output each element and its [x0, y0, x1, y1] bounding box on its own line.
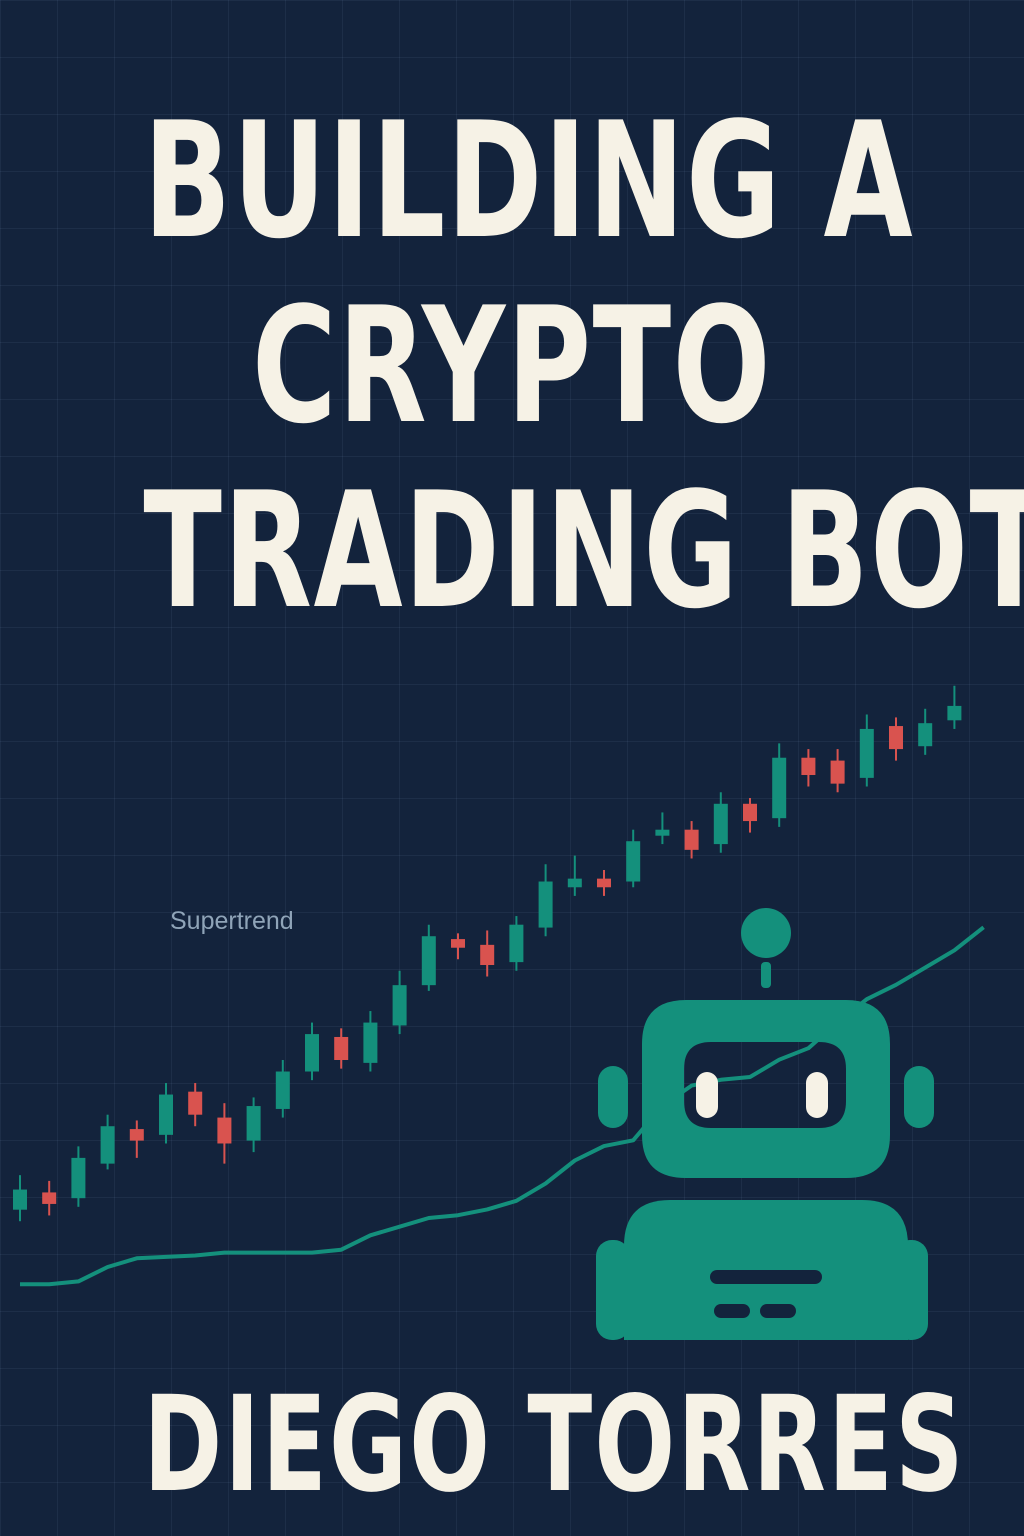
candle-body-up — [363, 1022, 378, 1063]
candles-group — [13, 685, 962, 1222]
robot-antenna-icon — [741, 908, 791, 988]
candle — [334, 1028, 349, 1069]
robot-chest-button-right-icon — [760, 1304, 796, 1318]
robot-head-icon — [642, 1000, 890, 1178]
robot-left-arm-icon — [596, 1240, 630, 1340]
candle-body-up — [947, 705, 962, 721]
candle — [451, 933, 465, 960]
candle — [538, 864, 553, 937]
candle-body-up — [392, 985, 407, 1026]
robot-chest-slot-icon — [710, 1270, 822, 1284]
candle-body-down — [830, 760, 845, 784]
candle-body-up — [275, 1071, 290, 1109]
title-line-2: CRYPTO — [252, 272, 772, 459]
candle-body-up — [159, 1094, 173, 1135]
candle-body-up — [626, 841, 641, 882]
candle — [918, 708, 933, 755]
candle-body-down — [743, 803, 757, 822]
candle — [801, 749, 816, 787]
candle-body-down — [188, 1091, 203, 1115]
candle-body-up — [100, 1126, 115, 1164]
robot-left-eye-icon — [696, 1072, 718, 1118]
robot-icon — [596, 908, 934, 1340]
candle — [713, 792, 728, 853]
candle-body-down — [334, 1036, 349, 1060]
candle-body-up — [305, 1034, 319, 1072]
candle-body-down — [480, 944, 495, 965]
candle — [71, 1146, 86, 1207]
candle — [305, 1022, 319, 1081]
candle — [42, 1180, 57, 1216]
candle-body-up — [509, 924, 524, 963]
candle — [743, 798, 757, 833]
candle-body-down — [42, 1192, 57, 1204]
candle-body-up — [772, 757, 787, 819]
candle — [655, 812, 670, 845]
candle — [129, 1120, 144, 1158]
candle — [217, 1103, 232, 1164]
candle — [684, 821, 699, 859]
candle — [830, 749, 845, 793]
candle-body-down — [129, 1129, 144, 1141]
candle-body-down — [801, 757, 816, 775]
candle — [509, 916, 524, 971]
candle-body-up — [567, 878, 582, 888]
candle-body-down — [889, 726, 903, 750]
candle — [188, 1083, 203, 1127]
robot-chest-button-left-icon — [714, 1304, 750, 1318]
title-line-1: BUILDING A — [143, 87, 915, 274]
candle — [421, 924, 436, 991]
candle-body-down — [597, 878, 611, 888]
candle-body-up — [859, 728, 874, 778]
candle — [246, 1097, 261, 1153]
author-name: DIEGO TORRES — [143, 1368, 966, 1522]
candle — [480, 930, 495, 977]
candle — [772, 743, 787, 827]
candle-body-down — [217, 1117, 232, 1144]
candle — [597, 870, 611, 896]
candle-body-up — [655, 829, 670, 836]
candle — [275, 1060, 290, 1118]
candle — [363, 1011, 378, 1072]
candle-body-down — [684, 829, 699, 850]
candle-body-up — [421, 936, 436, 986]
supertrend-label: Supertrend — [170, 907, 294, 935]
candle — [889, 717, 903, 761]
candle — [947, 685, 962, 729]
candle-body-up — [246, 1106, 261, 1141]
candle-body-up — [71, 1157, 86, 1199]
robot-right-arm-icon — [894, 1240, 928, 1340]
robot-right-ear-icon — [904, 1066, 934, 1128]
candle-body-down — [451, 939, 465, 948]
candle — [100, 1114, 115, 1170]
candle — [626, 829, 641, 888]
candle-body-up — [713, 803, 728, 845]
title-line-3: TRADING BOT — [143, 457, 1024, 644]
candle — [392, 970, 407, 1035]
candle-body-up — [538, 881, 553, 928]
candle — [159, 1083, 173, 1144]
candle — [859, 714, 874, 787]
robot-left-ear-icon — [598, 1066, 628, 1128]
candle-body-up — [13, 1189, 27, 1210]
robot-right-eye-icon — [806, 1072, 828, 1118]
candle — [13, 1175, 27, 1222]
candle-body-up — [918, 723, 933, 747]
book-title: BUILDING A CRYPTO TRADING BOT — [143, 87, 1024, 644]
candle — [567, 855, 582, 896]
